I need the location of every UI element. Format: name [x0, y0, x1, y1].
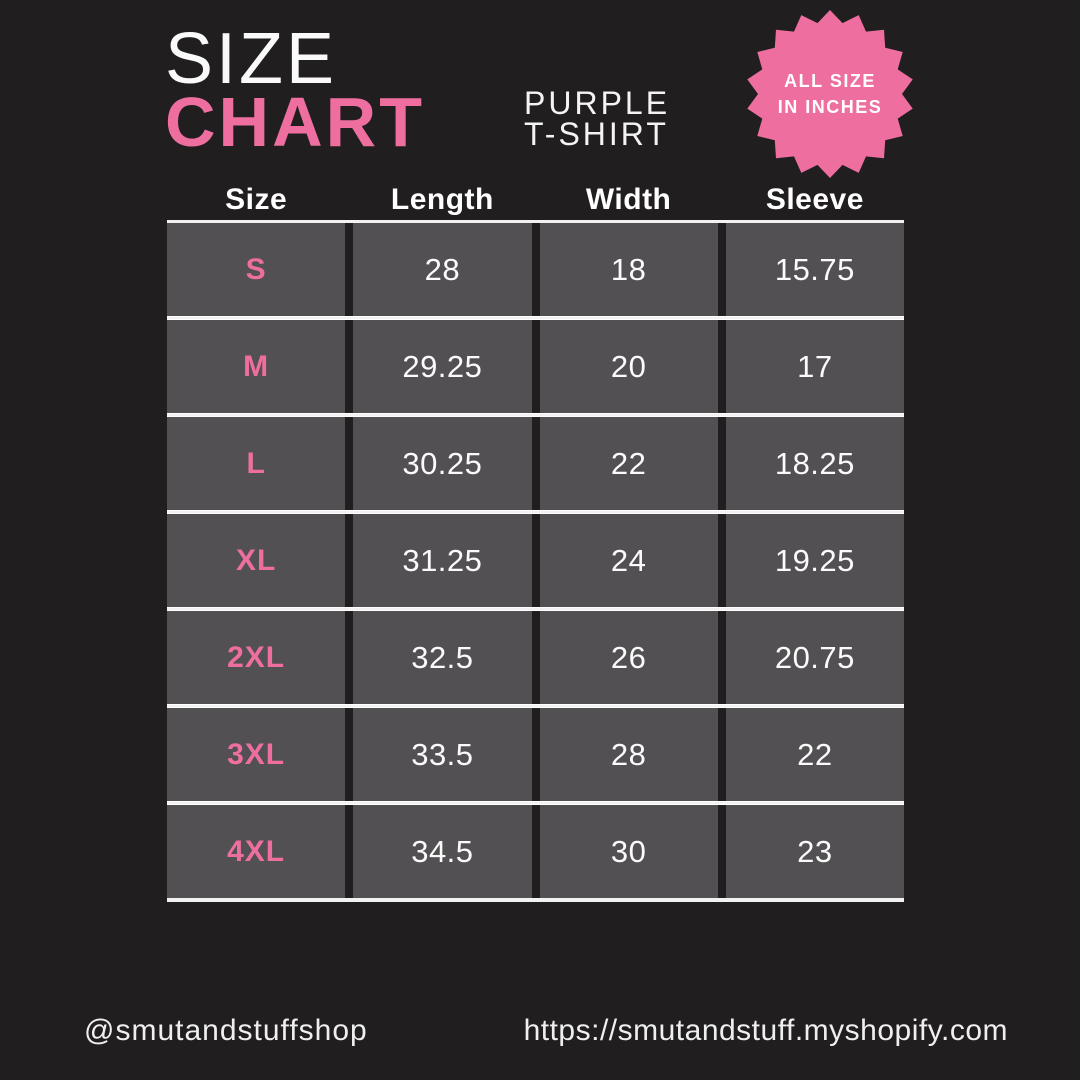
table-bottom-border — [167, 898, 904, 902]
table-row: 4XL 34.5 30 23 — [167, 805, 904, 898]
row-divider — [167, 316, 904, 320]
table-row: 2XL 32.5 26 20.75 — [167, 611, 904, 704]
social-handle: @smutandstuffshop — [84, 1014, 368, 1047]
cell-sleeve: 23 — [725, 805, 904, 898]
table-row: S 28 18 15.75 — [167, 223, 904, 316]
row-divider — [167, 510, 904, 514]
cell-sleeve: 20.75 — [725, 611, 904, 704]
cell-length: 29.25 — [353, 320, 532, 413]
cell-length: 33.5 — [353, 708, 532, 801]
badge-line2: IN INCHES — [777, 97, 883, 117]
column-header-length: Length — [390, 183, 494, 216]
badge-line1: ALL SIZE — [784, 71, 876, 91]
starburst-shape — [747, 10, 913, 178]
table-row: 3XL 33.5 28 22 — [167, 708, 904, 801]
title-chart: CHART — [165, 83, 425, 161]
column-header-width: Width — [585, 183, 672, 216]
table-row: M 29.25 20 17 — [167, 320, 904, 413]
cell-size: 2XL — [167, 611, 346, 704]
title-size: SIZE — [165, 19, 338, 99]
cell-sleeve: 18.25 — [725, 417, 904, 510]
shop-url: https://smutandstuff.myshopify.com — [523, 1014, 1008, 1047]
cell-length: 34.5 — [353, 805, 532, 898]
cell-size: 3XL — [167, 708, 346, 801]
row-divider — [167, 607, 904, 611]
table-row: L 30.25 22 18.25 — [167, 417, 904, 510]
cell-width: 18 — [539, 223, 718, 316]
cell-sleeve: 22 — [725, 708, 904, 801]
starburst-icon — [747, 10, 913, 178]
all-size-badge: ALL SIZE IN INCHES — [746, 10, 914, 178]
cell-length: 28 — [353, 223, 532, 316]
header-divider — [167, 220, 904, 223]
cell-size: XL — [167, 514, 346, 607]
cell-sleeve: 19.25 — [725, 514, 904, 607]
cell-length: 32.5 — [353, 611, 532, 704]
column-header-size: Size — [225, 183, 288, 216]
cell-width: 28 — [539, 708, 718, 801]
product-subtitle: PURPLE T-SHIRT — [524, 85, 671, 152]
cell-size: S — [167, 223, 346, 316]
column-header-sleeve: Sleeve — [765, 183, 864, 216]
cell-width: 20 — [539, 320, 718, 413]
cell-size: L — [167, 417, 346, 510]
cell-sleeve: 15.75 — [725, 223, 904, 316]
badge-text: ALL SIZE IN INCHES — [746, 10, 914, 178]
cell-size: M — [167, 320, 346, 413]
cell-length: 31.25 — [353, 514, 532, 607]
table-row: XL 31.25 24 19.25 — [167, 514, 904, 607]
cell-width: 24 — [539, 514, 718, 607]
row-divider — [167, 801, 904, 805]
cell-length: 30.25 — [353, 417, 532, 510]
cell-size: 4XL — [167, 805, 346, 898]
page-title: SIZE CHART — [165, 19, 425, 161]
size-chart-table: Size Length Width Sleeve S 28 18 15.75 M… — [167, 180, 904, 902]
row-divider — [167, 704, 904, 708]
cell-sleeve: 17 — [725, 320, 904, 413]
table-header-row: Size Length Width Sleeve — [167, 180, 904, 220]
cell-width: 22 — [539, 417, 718, 510]
row-divider — [167, 413, 904, 417]
cell-width: 26 — [539, 611, 718, 704]
cell-width: 30 — [539, 805, 718, 898]
